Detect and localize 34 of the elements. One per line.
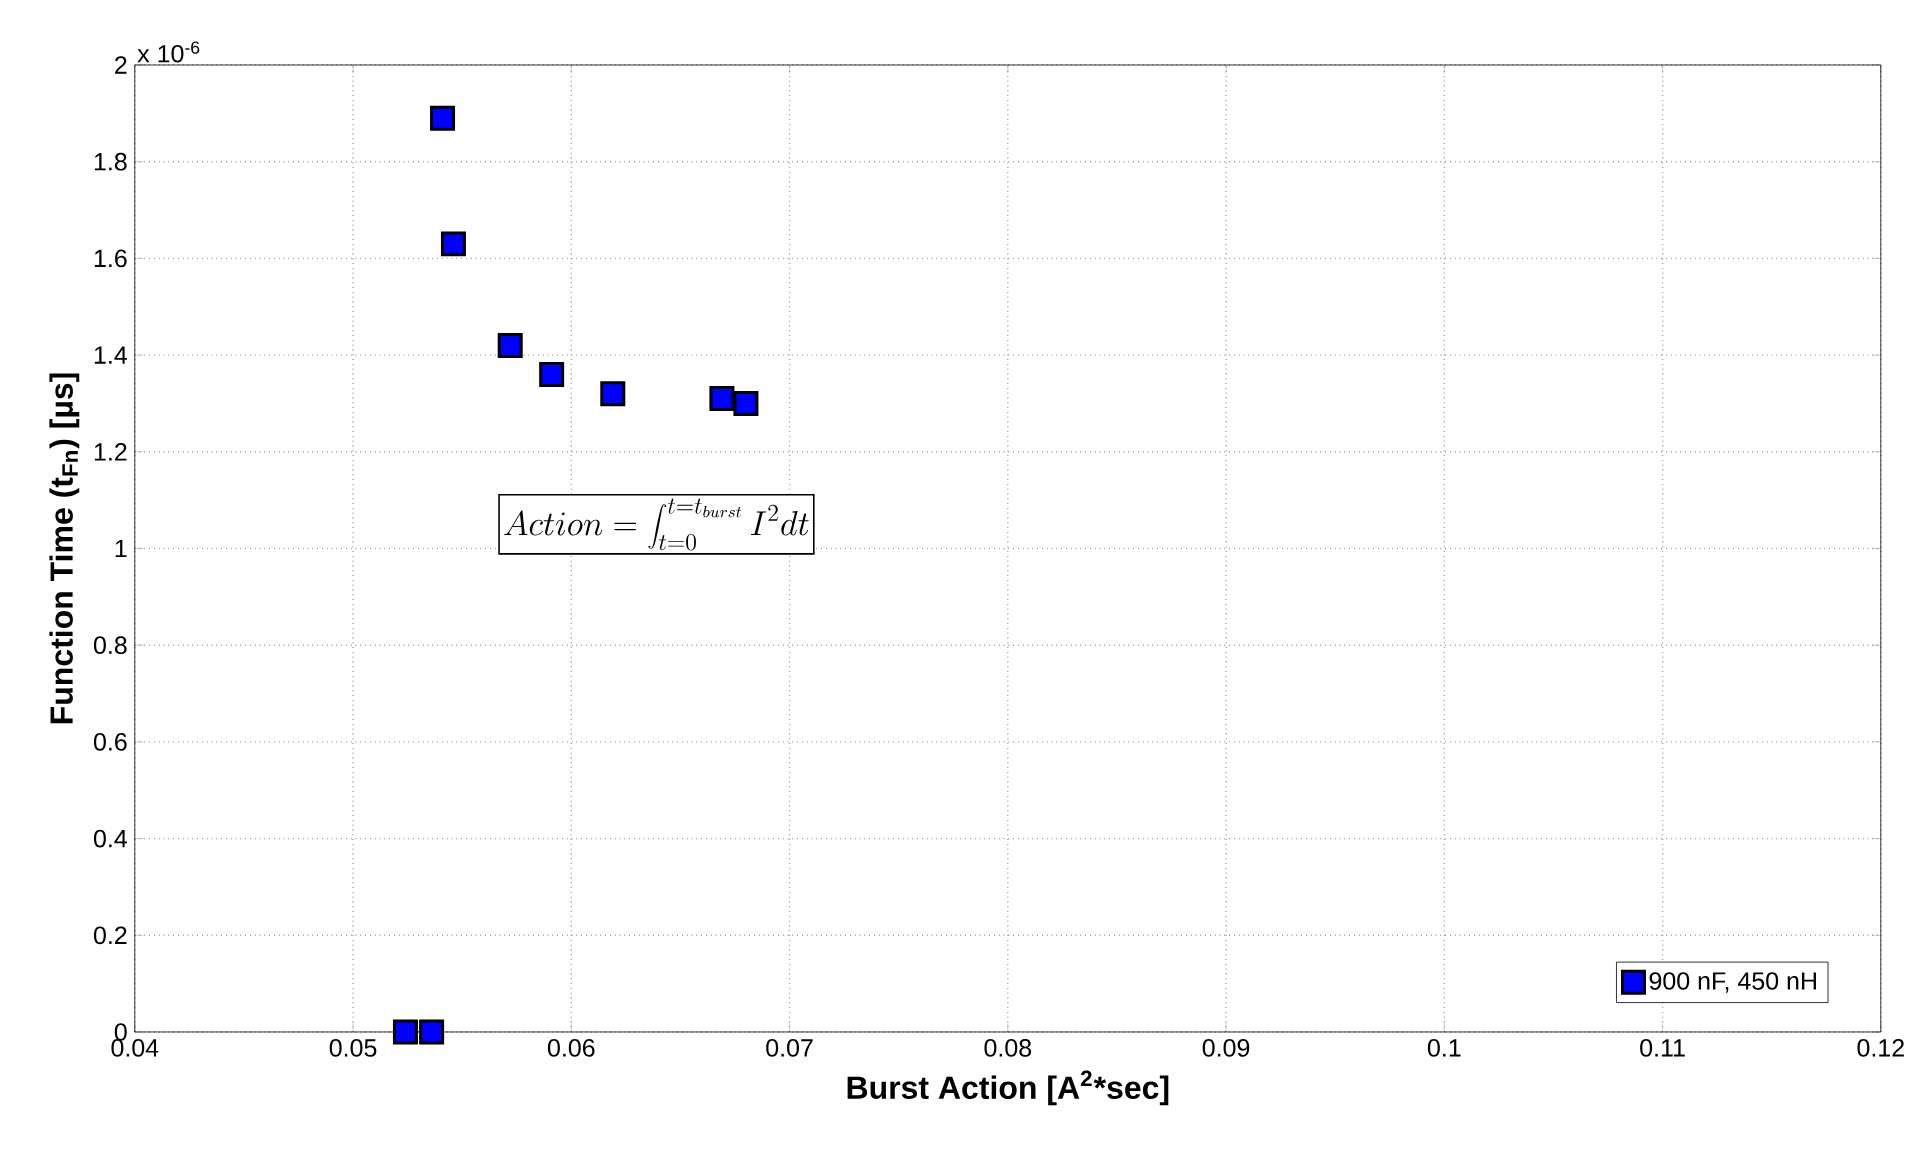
y-tick-label: 1.8 (94, 152, 127, 171)
x-tick-label: 0.09 (1202, 1039, 1250, 1057)
point (600, 381, 626, 407)
y-tick-label: 2 (115, 56, 127, 74)
y-axis-title: Function Time (t$_{Fn}$) [µs] (49, 373, 80, 724)
x-tick-label: 0.11 (1640, 1039, 1685, 1057)
x-tick-label: 0.08 (984, 1039, 1032, 1057)
y-tick-label: 0.6 (93, 733, 127, 751)
point (539, 361, 565, 387)
y-tick-label: 1.2 (94, 443, 127, 461)
x-tick-label: 0.07 (766, 1039, 813, 1057)
text: x 10$^{-6}$ (137, 41, 200, 63)
y-tick-label: 0 (114, 1023, 127, 1041)
x-tick-label: 0.1 (1427, 1039, 1461, 1057)
y-tick-label: 0.2 (93, 926, 127, 945)
point (497, 332, 523, 358)
point (733, 390, 759, 416)
legend-label: 900 nF, 450 nH (1649, 972, 1816, 993)
annotation: $Action = \int_{t=0}^{t=t_{burst}} I^{2}dt$ (504, 498, 809, 551)
x-tick-label: 0.06 (547, 1039, 595, 1057)
x-axis-title: Burst Action [A$^{2}$*sec] (847, 1070, 1169, 1106)
point (709, 386, 735, 412)
y-tick-label: 0.4 (93, 829, 128, 848)
point (430, 105, 456, 131)
point (392, 1019, 418, 1045)
y-tick-label: 0.8 (93, 636, 127, 655)
point (440, 231, 466, 257)
x-tick-label: 0.04 (111, 1039, 159, 1057)
x-tick-label: 0.05 (329, 1039, 377, 1057)
y-tick-label: 1 (115, 539, 127, 558)
y-tick-label: 1.6 (94, 249, 127, 268)
x-tick-label: 0.12 (1857, 1039, 1904, 1057)
point (419, 1019, 445, 1045)
y-tick-label: 1.4 (94, 346, 128, 364)
